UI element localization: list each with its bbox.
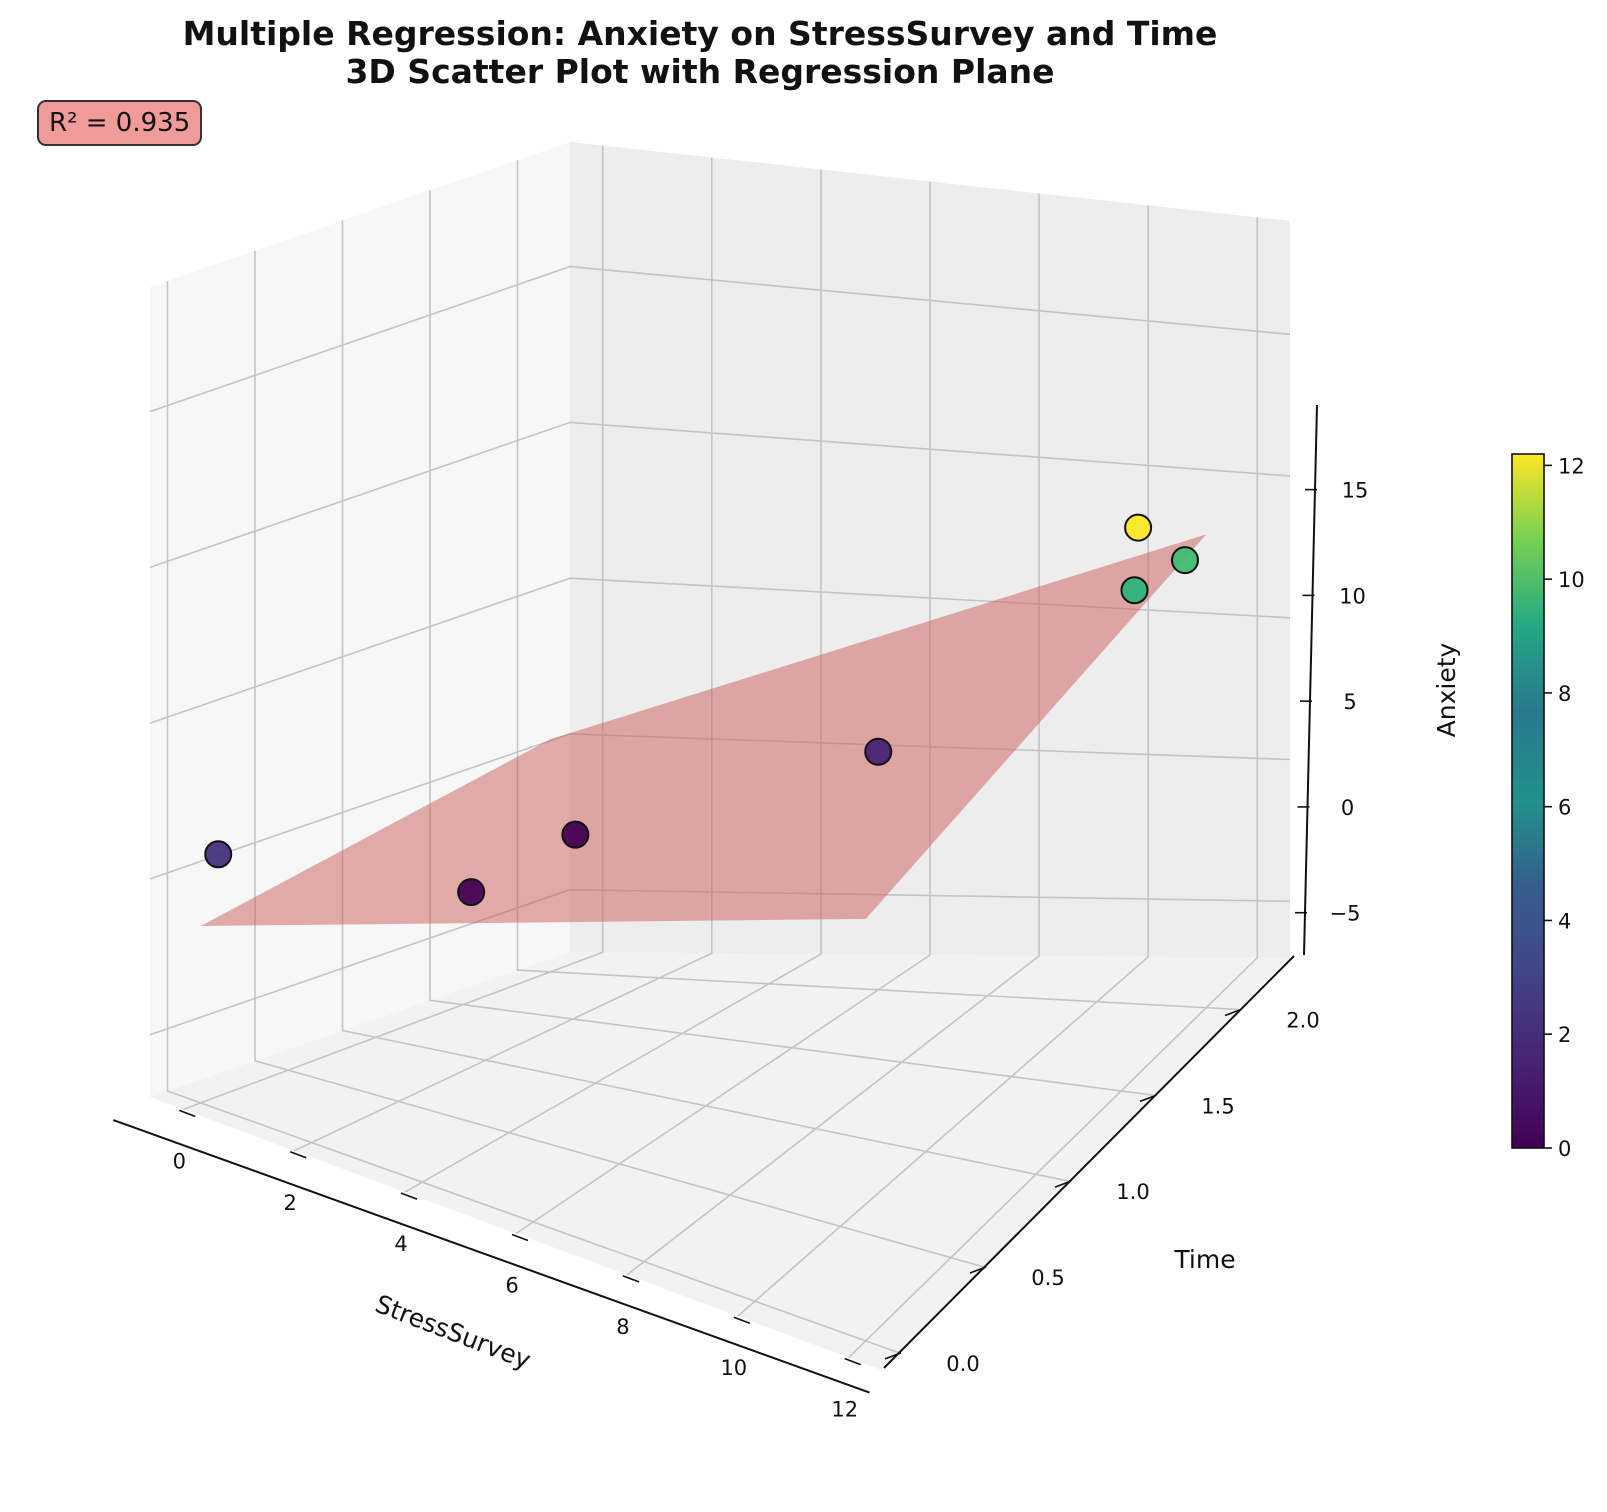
- z-axis-label: Anxiety: [1432, 642, 1461, 737]
- x-tick-mark: [733, 1316, 751, 1324]
- z-tick-label: 15: [1342, 479, 1369, 503]
- data-point: [204, 840, 233, 869]
- z-tick-label: 0: [1341, 796, 1354, 820]
- gridline-y: [166, 281, 900, 1354]
- data-point: [1170, 546, 1199, 575]
- colorbar-gradient: [1511, 453, 1545, 1149]
- regression-plane: [200, 534, 1207, 926]
- colorbar: 0 2 4 6 8 10 12: [1511, 453, 1585, 1161]
- gridline-x: [293, 157, 713, 1152]
- y-axis-line: [883, 955, 1295, 1369]
- y-tick-mark: [884, 1352, 902, 1360]
- y-tick-label: 1.0: [1116, 1180, 1149, 1204]
- data-point: [457, 878, 486, 907]
- colorbar-tick-label: 12: [1558, 454, 1585, 478]
- data-point: [561, 820, 590, 849]
- y-axis-label: Time: [1173, 1245, 1235, 1274]
- x-tick-mark: [400, 1192, 418, 1200]
- x-tick-label: 4: [394, 1232, 407, 1256]
- colorbar-tick-label: 8: [1558, 682, 1571, 706]
- y-tick-mark: [1224, 1008, 1242, 1017]
- floor-pane: [150, 952, 1290, 1370]
- gridline-y: [429, 190, 1155, 1097]
- x-tick-label: 12: [831, 1398, 858, 1422]
- z-axis-line: [1303, 404, 1318, 956]
- data-point: [1120, 576, 1149, 605]
- x-tick-mark: [622, 1275, 640, 1283]
- x-tick-mark: [289, 1151, 307, 1159]
- colorbar-tick-label: 4: [1558, 909, 1571, 933]
- x-tick-label: 8: [616, 1315, 629, 1339]
- r-squared-badge: R² = 0.935: [37, 100, 203, 146]
- y-tick-mark: [1054, 1180, 1072, 1188]
- y-tick-label: 1.5: [1201, 1094, 1234, 1118]
- gridline-x: [515, 181, 931, 1235]
- x-axis-line: [112, 1119, 870, 1394]
- y-tick-label: 0.5: [1031, 1266, 1064, 1290]
- data-point: [864, 737, 893, 766]
- colorbar-tick-label: 2: [1558, 1023, 1571, 1047]
- x-tick-label: 6: [505, 1274, 518, 1298]
- x-tick-mark: [844, 1357, 862, 1366]
- x-tick-mark: [178, 1109, 196, 1118]
- x-tick-label: 0: [173, 1149, 186, 1173]
- axis-lines: [112, 404, 1318, 1394]
- gridline-y: [516, 160, 1240, 1011]
- z-tick-label: −5: [1330, 902, 1361, 926]
- gridline-x: [737, 205, 1149, 1317]
- tick-labels: 0 2 4 6 8 10 12 0.0 0.5 1.0 1.5 2.0 −5 0 5 10 15: [173, 479, 1369, 1422]
- gridline-x: [404, 169, 822, 1193]
- z-tick-label: 10: [1339, 584, 1366, 608]
- gridline-z: [149, 265, 1291, 413]
- chart-title: Multiple Regression: Anxiety on StressSu…: [182, 14, 1218, 53]
- gridline-x: [183, 145, 604, 1111]
- gridline-y: [341, 220, 1070, 1182]
- x-tick-mark: [511, 1233, 529, 1242]
- left-pane: [150, 142, 570, 1097]
- colorbar-tick-label: 0: [1558, 1137, 1571, 1161]
- regression-plane-surface: [200, 534, 1207, 926]
- gridline-x: [626, 193, 1040, 1276]
- data-points: [204, 513, 1199, 907]
- y-tick-mark: [969, 1266, 987, 1274]
- data-point: [1124, 513, 1153, 542]
- gridline-z: [149, 421, 1291, 569]
- chart-subtitle: 3D Scatter Plot with Regression Plane: [345, 52, 1055, 91]
- colorbar-tick-label: 6: [1558, 796, 1571, 820]
- x-axis-label: StressSurvey: [371, 1289, 534, 1375]
- x-tick-label: 10: [720, 1356, 747, 1380]
- gridline-y: [254, 250, 985, 1268]
- x-tick-label: 2: [283, 1191, 296, 1215]
- colorbar-tick-label: 10: [1558, 568, 1585, 592]
- gridline-x: [848, 217, 1259, 1359]
- z-tick-label: 5: [1343, 690, 1356, 714]
- y-tick-label: 0.0: [946, 1352, 979, 1376]
- y-tick-label: 2.0: [1286, 1009, 1319, 1033]
- y-tick-mark: [1139, 1094, 1157, 1103]
